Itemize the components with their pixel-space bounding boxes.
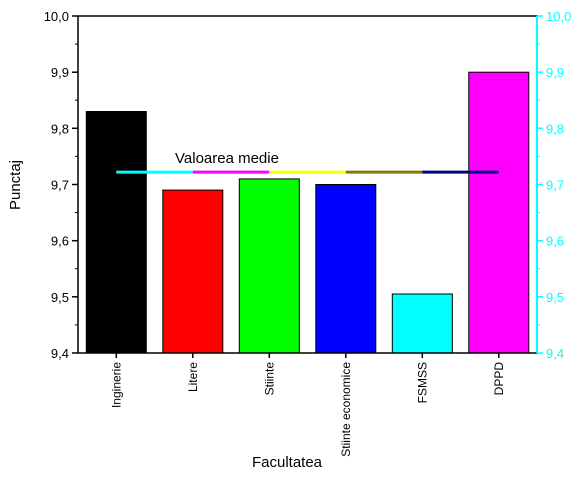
right-tick-label: 9,5 xyxy=(546,290,564,305)
left-tick-label: 10,0 xyxy=(44,9,69,24)
x-axis-title: Facultatea xyxy=(252,454,323,471)
category-label: Inginerie xyxy=(109,362,123,408)
bar-stiinte xyxy=(238,178,300,354)
left-axis-ticks: 9,4 9,5 9,6 9,7 9,8 9,9 10,0 xyxy=(44,9,78,361)
category-labels: Inginerie Litere Stiinte Stiinte economice F… xyxy=(109,362,506,457)
category-label: FSMSS xyxy=(415,362,429,403)
left-tick-label: 9,4 xyxy=(51,346,69,361)
bar-litere xyxy=(162,189,224,354)
right-tick-label: 9,9 xyxy=(546,65,564,80)
mean-line-label: Valoarea medie xyxy=(175,150,279,167)
bar-fsmss xyxy=(391,293,453,354)
right-tick-label: 9,4 xyxy=(546,346,564,361)
right-tick-label: 10,0 xyxy=(546,9,571,24)
y-axis-title: Punctaj xyxy=(7,160,24,210)
bar-inginerie xyxy=(85,111,147,354)
bars-layer xyxy=(85,71,530,354)
left-tick-label: 9,6 xyxy=(51,234,69,249)
left-tick-label: 9,7 xyxy=(51,178,69,193)
category-label: Stiinte xyxy=(262,362,276,396)
left-tick-label: 9,9 xyxy=(51,65,69,80)
left-tick-label: 9,8 xyxy=(51,121,69,136)
category-label: Litere xyxy=(186,362,200,392)
axes-layer xyxy=(77,15,538,358)
right-tick-label: 9,7 xyxy=(546,178,564,193)
right-tick-label: 9,6 xyxy=(546,234,564,249)
left-tick-label: 9,5 xyxy=(51,290,69,305)
category-label: Stiinte economice xyxy=(339,362,353,457)
right-axis-ticks: 9,4 9,5 9,6 9,7 9,8 9,9 10,0 xyxy=(537,9,571,361)
right-tick-label: 9,8 xyxy=(546,121,564,136)
category-label: DPPD xyxy=(492,362,506,396)
bar-dppd xyxy=(468,71,530,354)
bar-stiinte-economice xyxy=(315,184,377,354)
